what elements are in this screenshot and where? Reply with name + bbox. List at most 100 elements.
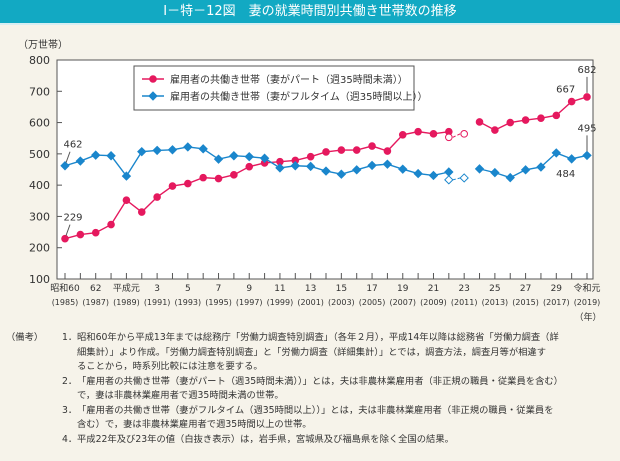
data-point	[168, 182, 177, 190]
x-tick-label: 21	[428, 284, 439, 294]
x-axis-label: （年）	[574, 311, 601, 323]
notes-label	[6, 433, 62, 448]
data-point	[475, 118, 484, 126]
data-point	[290, 161, 301, 171]
data-point	[428, 170, 439, 181]
x-tick-year: (1997)	[236, 298, 263, 307]
data-point	[245, 162, 254, 171]
x-tick-label: 5	[185, 284, 191, 294]
note-number: 1．	[62, 332, 78, 343]
y-tick-label: 200	[29, 242, 50, 255]
data-point	[75, 156, 86, 166]
legend-marker	[148, 91, 158, 101]
data-point	[61, 234, 69, 243]
legend-marker	[149, 75, 157, 83]
note-text: 平成22年及び23年の値（白抜き表示）は，岩手県，宮城県及び福島県を除く全国の結…	[77, 433, 454, 445]
y-tick-label: 500	[29, 148, 50, 161]
data-point	[137, 146, 147, 157]
y-tick-label: 800	[29, 54, 50, 67]
data-point	[137, 208, 146, 216]
data-label: 229	[63, 213, 82, 224]
note-line: で，妻は非農林業雇用者で週35時間未満の世帯。	[77, 390, 284, 401]
data-point	[275, 163, 285, 173]
x-tick-label: 11	[274, 284, 285, 294]
notes-label	[6, 375, 62, 390]
data-point	[352, 146, 361, 154]
data-label: 667	[556, 85, 575, 96]
data-point	[382, 159, 393, 169]
data-point	[306, 152, 315, 161]
x-tick-year: (1993)	[175, 298, 202, 307]
note-line: 3． 「雇用者の共働き世帯（妻がフルタイム（週35時間以上））」とは，夫は非農林業…	[6, 404, 616, 419]
legend-label: 雇用者の共働き世帯（妻がフルタイム（週35時間以上））	[170, 90, 428, 103]
y-tick-label: 400	[29, 179, 50, 192]
legend-label: 雇用者の共働き世帯（妻がパート（週35時間未満））	[170, 73, 408, 86]
data-point	[367, 160, 377, 171]
data-point	[122, 196, 131, 204]
hollow-data-point	[445, 133, 453, 142]
data-point	[414, 127, 422, 136]
y-tick-label: 100	[29, 273, 50, 286]
hollow-data-point	[460, 130, 468, 138]
x-tick-label: 23	[458, 284, 469, 294]
data-point	[429, 130, 438, 138]
x-tick-year: (1989)	[113, 298, 140, 307]
data-point	[91, 228, 100, 237]
data-point	[521, 116, 530, 124]
data-point	[551, 148, 562, 158]
x-tick-label: 平成元	[113, 282, 140, 294]
x-tick-label: 29	[551, 284, 563, 294]
data-point	[398, 164, 408, 174]
x-tick-label: 17	[366, 284, 377, 294]
x-tick-label: 15	[336, 284, 347, 294]
data-point	[505, 172, 515, 183]
x-tick-label: 13	[305, 284, 316, 294]
data-point	[537, 114, 545, 122]
y-tick-label: 300	[29, 210, 50, 223]
note-line: 細集計）」より作成。「労働力調査特別調査」と「労働力調査（詳細集計）」とでは，調…	[77, 346, 547, 358]
data-point	[351, 165, 362, 175]
x-tick-year: (1985)	[52, 298, 79, 307]
notes: （備考） 1． 昭和60年から平成13年までは総務庁「労働力調査特別調査」（各年２月…	[6, 331, 616, 447]
data-point	[383, 147, 392, 155]
data-label: 682	[577, 65, 596, 76]
legend-box	[133, 65, 415, 111]
data-label: 495	[577, 123, 596, 134]
x-tick-label: 19	[397, 284, 409, 294]
data-point	[259, 153, 270, 163]
note-line: （備考） 1． 昭和60年から平成13年までは総務庁「労働力調査特別調査」（各年２月…	[6, 331, 616, 346]
data-point	[582, 150, 592, 161]
data-point	[199, 173, 207, 182]
x-tick-year: (2003)	[328, 298, 355, 307]
x-tick-year: (2019)	[574, 298, 601, 307]
data-point	[106, 151, 116, 161]
notes-label: （備考）	[6, 332, 44, 343]
x-tick-year: (1991)	[144, 298, 171, 307]
data-point	[230, 171, 238, 179]
data-point	[90, 150, 101, 160]
series-hollow-line-0	[452, 133, 461, 138]
data-point	[121, 171, 132, 181]
data-point	[490, 167, 500, 178]
data-point	[336, 169, 347, 179]
note-number: 3．	[62, 404, 78, 416]
note-number: 2．	[62, 375, 78, 387]
data-point	[107, 220, 115, 229]
data-point	[583, 93, 591, 101]
x-tick-label: 昭和60	[50, 283, 80, 294]
note-text: 「雇用者の共働き世帯（妻がフルタイム（週35時間以上））」とは，夫は非農林業雇用…	[77, 404, 554, 416]
note-line: 4． 平成22年及び23年の値（白抜き表示）は，岩手県，宮城県及び福島県を除く全国…	[6, 433, 616, 448]
note-line: 含む）で，妻は非農林業雇用者で週35時間以上の世帯。	[77, 419, 312, 430]
data-point	[152, 145, 162, 156]
data-point	[398, 130, 407, 139]
leader-line	[65, 151, 71, 163]
data-point	[213, 154, 224, 164]
data-point	[198, 144, 208, 154]
x-tick-year: (1999)	[267, 298, 294, 307]
data-point	[76, 230, 85, 239]
note-text: 昭和60年から平成13年までは総務庁「労働力調査特別調査」（各年２月），平成14…	[77, 332, 559, 343]
y-tick-label: 700	[29, 85, 50, 98]
x-tick-year: (2017)	[543, 298, 570, 307]
data-point	[167, 145, 178, 155]
data-point	[322, 148, 330, 156]
